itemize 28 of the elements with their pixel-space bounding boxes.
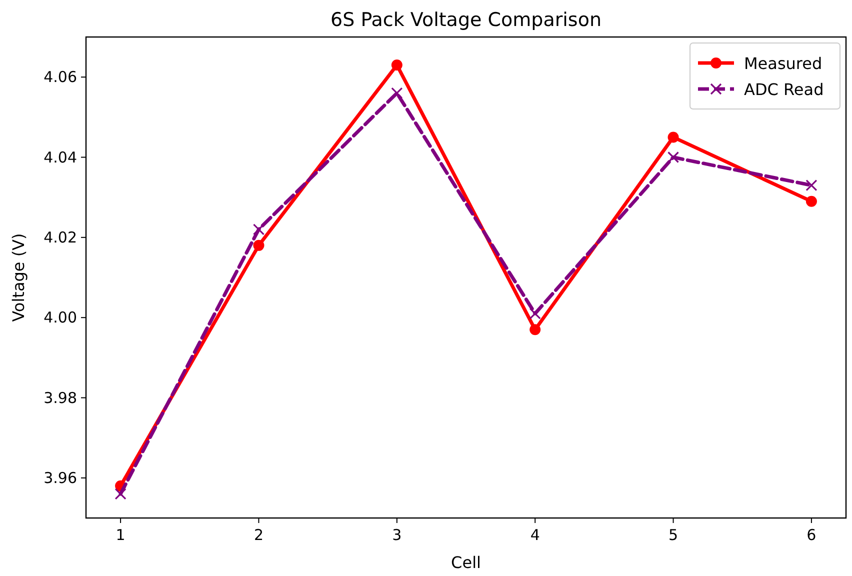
chart-title: 6S Pack Voltage Comparison bbox=[330, 9, 602, 31]
point bbox=[252, 224, 265, 236]
y-tick-label: 4.04 bbox=[44, 148, 77, 166]
point bbox=[530, 324, 541, 336]
legend-label: ADC Read bbox=[744, 80, 824, 99]
y-tick-label: 4.02 bbox=[44, 228, 77, 246]
point bbox=[391, 87, 403, 99]
x-tick-label: 3 bbox=[392, 526, 402, 544]
y-tick-label: 4.06 bbox=[44, 68, 77, 86]
x-axis-title: Cell bbox=[451, 553, 481, 572]
point bbox=[391, 60, 402, 71]
y-tick-label: 3.96 bbox=[44, 468, 77, 487]
point bbox=[529, 308, 541, 320]
point bbox=[806, 180, 818, 192]
x-tick-label: 5 bbox=[668, 526, 678, 544]
y-tick-label: 3.98 bbox=[44, 388, 77, 407]
point bbox=[253, 240, 264, 251]
point bbox=[667, 151, 680, 164]
x-tick-label: 4 bbox=[530, 526, 540, 544]
y-tick-label: 4.00 bbox=[44, 308, 77, 327]
y-axis-title: Voltage (V) bbox=[9, 233, 28, 322]
point bbox=[114, 488, 126, 500]
x-tick-label: 1 bbox=[116, 526, 126, 544]
x-tick-label: 6 bbox=[806, 526, 816, 544]
point bbox=[668, 132, 679, 143]
x-tick-label: 2 bbox=[254, 526, 264, 544]
legend-label: Measured bbox=[744, 54, 822, 73]
point bbox=[806, 196, 817, 207]
